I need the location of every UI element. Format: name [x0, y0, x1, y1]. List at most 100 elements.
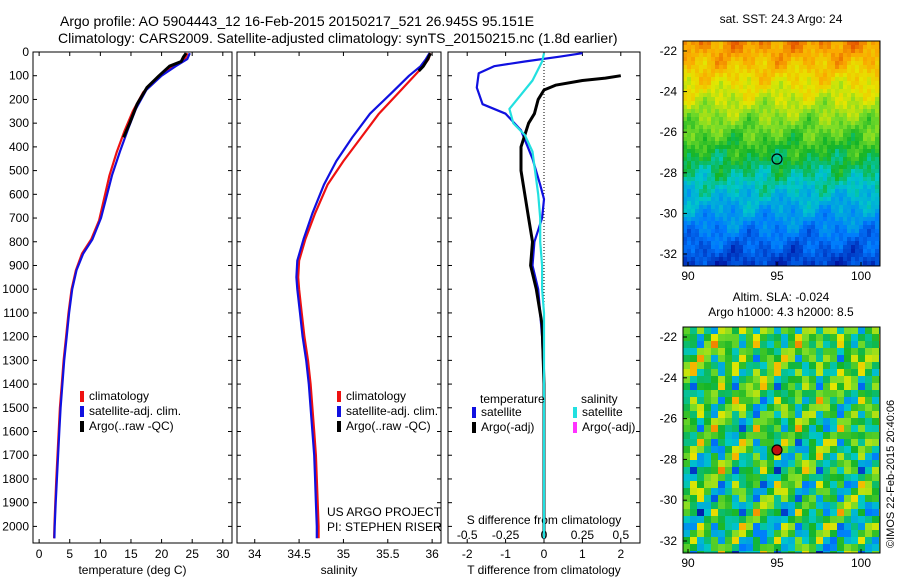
map-y-tick-label: -24 [660, 85, 678, 99]
y-tick-label: 1300 [2, 353, 29, 367]
map-y-tick-label: -22 [660, 44, 678, 58]
x-tick-label: 35.5 [376, 547, 400, 561]
map-y-tick-label: -30 [660, 206, 678, 220]
x-tick-label: 34 [248, 547, 262, 561]
map-x-tick-label: 90 [681, 269, 695, 283]
map-sla-subtitle: Argo h1000: 4.3 h2000: 8.5 [708, 305, 854, 319]
legend-label: satellite-adj. clim. [346, 404, 438, 418]
x-tick-label: 35 [337, 547, 351, 561]
y-tick-label: 400 [9, 140, 29, 154]
x-tick-label: 0 [36, 547, 43, 561]
title-line-2: Climatology: CARS2009. Satellite-adjuste… [58, 30, 618, 46]
x-tick-label: 10 [94, 547, 108, 561]
map-x-tick-label: 100 [851, 556, 871, 570]
x-axis-label: T difference from climatology [467, 563, 621, 577]
top-tick-label: 0.25 [571, 528, 595, 542]
y-tick-label: 600 [9, 187, 29, 201]
map-y-tick-label: -28 [660, 166, 678, 180]
y-tick-label: 100 [9, 69, 29, 83]
x-tick-label: 15 [124, 547, 138, 561]
map-y-tick-label: -22 [660, 330, 678, 344]
map-sla [683, 327, 880, 553]
footer-stamp: ©IMOS 22-Feb-2015 20:40:06 [885, 400, 897, 548]
top-tick-label: 0.5 [612, 528, 629, 542]
map-sst-title: sat. SST: 24.3 Argo: 24 [720, 12, 843, 26]
map-x-tick-label: 95 [770, 556, 784, 570]
map-sla-title: Altim. SLA: -0.024 [733, 290, 830, 304]
y-tick-label: 1200 [2, 330, 29, 344]
y-tick-label: 1600 [2, 425, 29, 439]
map-y-tick-label: -26 [660, 125, 678, 139]
x-tick-label: 30 [216, 547, 230, 561]
x-tick-label: 5 [66, 547, 73, 561]
y-tick-label: 300 [9, 116, 29, 130]
legend-label: satellite [481, 405, 522, 419]
x-tick-label: 34.5 [287, 547, 311, 561]
y-tick-label: 500 [9, 164, 29, 178]
x-tick-label: -2 [462, 547, 473, 561]
map-frame [682, 40, 881, 267]
map-x-tick-label: 95 [770, 269, 784, 283]
x-axis-label: temperature (deg C) [78, 563, 186, 577]
credit-line: US ARGO PROJECT [327, 505, 442, 519]
y-tick-label: 2000 [2, 519, 29, 533]
legend-swatch [337, 391, 341, 402]
series-line-t-argo-adj- [519, 74, 622, 539]
x-tick-label: 25 [186, 547, 200, 561]
legend-swatch [80, 421, 84, 432]
legend-label: satellite [582, 405, 623, 419]
x-tick-label: 20 [155, 547, 169, 561]
legend-title: temperature [480, 392, 545, 406]
credit-line: PI: STEPHEN RISER [327, 520, 442, 534]
x-axis-label: salinity [321, 563, 358, 577]
series-line-climatology [297, 52, 432, 539]
legend-swatch [472, 407, 476, 418]
legend-swatch [337, 421, 341, 432]
series-line-argo-raw-qc- [417, 52, 432, 73]
map-x-tick-label: 90 [681, 556, 695, 570]
legend-swatch [573, 422, 577, 433]
x-tick-label: 36 [425, 547, 439, 561]
title-line-1: Argo profile: AO 5904443_12 16-Feb-2015 … [60, 13, 535, 29]
map-y-tick-label: -24 [660, 371, 678, 385]
legend-swatch [337, 406, 341, 417]
argo-location-marker [771, 444, 783, 456]
legend-label: Argo(..raw -QC) [89, 419, 174, 433]
map-frame [682, 326, 881, 554]
map-y-tick-label: -32 [660, 534, 678, 548]
x-tick-label: -1 [500, 547, 511, 561]
legend-title: salinity [581, 392, 618, 406]
legend-swatch [573, 407, 577, 418]
top-tick-label: -0.25 [492, 528, 520, 542]
legend-swatch [472, 422, 476, 433]
series-line-climatology [53, 52, 189, 539]
legend-label: Argo(..raw -QC) [346, 419, 431, 433]
y-tick-label: 1100 [3, 306, 29, 320]
y-tick-label: 800 [9, 235, 29, 249]
map-y-tick-label: -32 [660, 247, 678, 261]
y-tick-label: 1700 [2, 448, 29, 462]
y-tick-label: 900 [9, 258, 29, 272]
y-tick-label: 1000 [2, 282, 29, 296]
y-tick-label: 200 [9, 92, 29, 106]
legend-label: climatology [346, 389, 406, 403]
map-y-tick-label: -26 [660, 412, 678, 426]
legend-label: climatology [89, 389, 149, 403]
x-tick-label: 0 [541, 547, 548, 561]
legend-label: Argo(-adj) [582, 420, 635, 434]
y-tick-label: 1500 [2, 401, 29, 415]
series-line-s-satellite [508, 52, 546, 539]
legend-swatch [80, 406, 84, 417]
argo-location-marker [771, 153, 783, 165]
y-tick-label: 0 [22, 45, 29, 59]
y-tick-label: 1800 [2, 472, 29, 486]
map-sst [683, 41, 880, 266]
y-tick-label: 1400 [2, 377, 29, 391]
legend-swatch [80, 391, 84, 402]
x-tick-label: 1 [579, 547, 586, 561]
series-line-satellite-adj-clim- [295, 52, 431, 539]
y-tick-label: 1900 [2, 496, 29, 510]
series-line-argo-raw-qc- [122, 52, 188, 138]
legend-label: satellite-adj. clim. [89, 404, 181, 418]
